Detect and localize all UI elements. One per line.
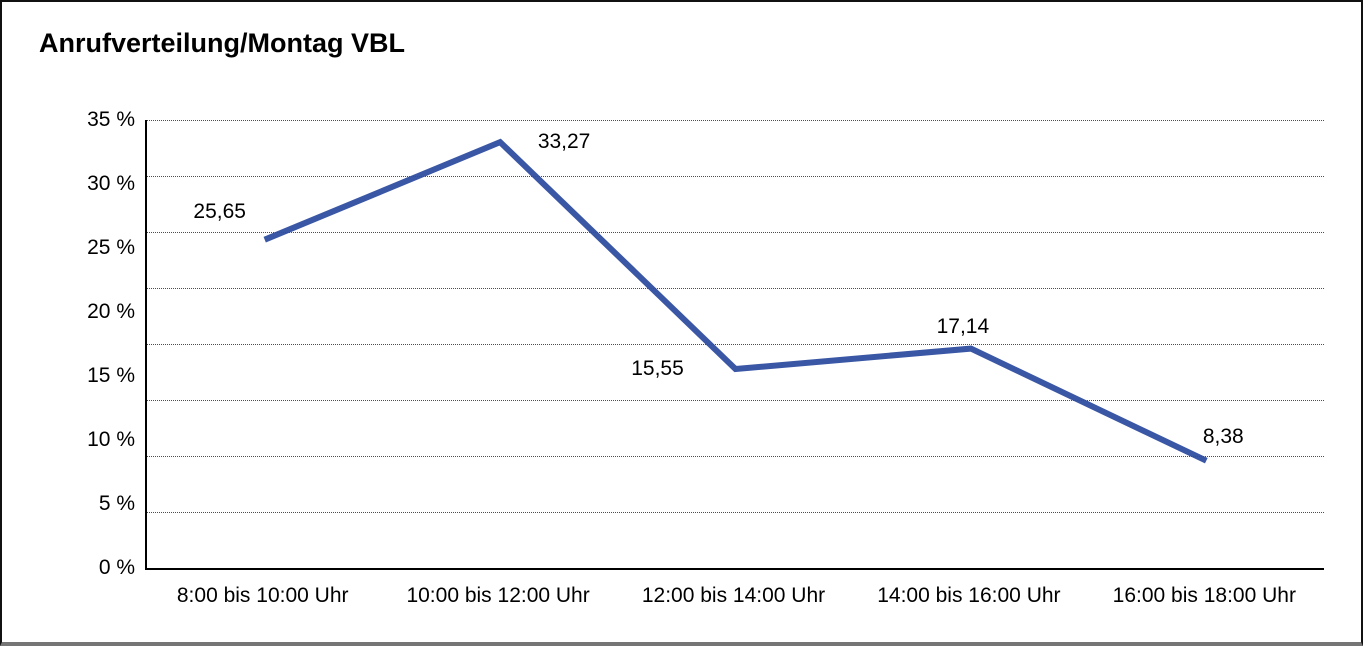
x-tick-label: 10:00 bis 12:00 Uhr	[406, 584, 590, 607]
y-tick-label: 25 %	[87, 236, 135, 259]
x-axis: 8:00 bis 10:00 Uhr 10:00 bis 12:00 Uhr 12:…	[145, 584, 1324, 614]
gridline	[147, 344, 1324, 345]
y-tick-label: 35 %	[87, 108, 135, 131]
data-line	[263, 138, 1208, 464]
data-point-label: 8,38	[1202, 424, 1244, 448]
y-axis: 35 % 30 % 25 % 20 % 15 % 10 % 5 % 0 %	[2, 108, 135, 579]
y-tick-label: 5 %	[98, 492, 135, 515]
data-point-label: 17,14	[936, 314, 990, 338]
data-point-label: 33,27	[537, 130, 591, 154]
y-tick-label: 0 %	[98, 556, 135, 579]
x-tick-label: 12:00 bis 14:00 Uhr	[641, 584, 826, 607]
gridline	[147, 456, 1324, 457]
gridline	[147, 232, 1324, 233]
y-tick-label: 30 %	[87, 172, 135, 195]
data-point-label: 15,55	[631, 356, 684, 380]
data-point-label: 25,65	[193, 199, 246, 223]
gridline	[147, 176, 1324, 177]
gridline	[147, 120, 1324, 121]
gridline	[147, 512, 1324, 513]
x-tick-label: 8:00 bis 10:00 Uhr	[176, 584, 349, 607]
y-tick-label: 20 %	[87, 300, 135, 323]
x-tick-label: 16:00 bis 18:00 Uhr	[1112, 584, 1296, 607]
line-series-svg	[263, 138, 1208, 464]
chart-title: Anrufverteilung/Montag VBL	[39, 28, 405, 58]
y-tick-label: 15 %	[87, 364, 135, 387]
y-tick-label: 10 %	[87, 428, 135, 451]
gridline	[147, 288, 1324, 289]
x-tick-label: 14:00 bis 16:00 Uhr	[877, 584, 1061, 607]
gridline	[147, 400, 1324, 401]
plot-area: 25,65 33,27 15,55 17,14 8,38	[145, 120, 1324, 570]
